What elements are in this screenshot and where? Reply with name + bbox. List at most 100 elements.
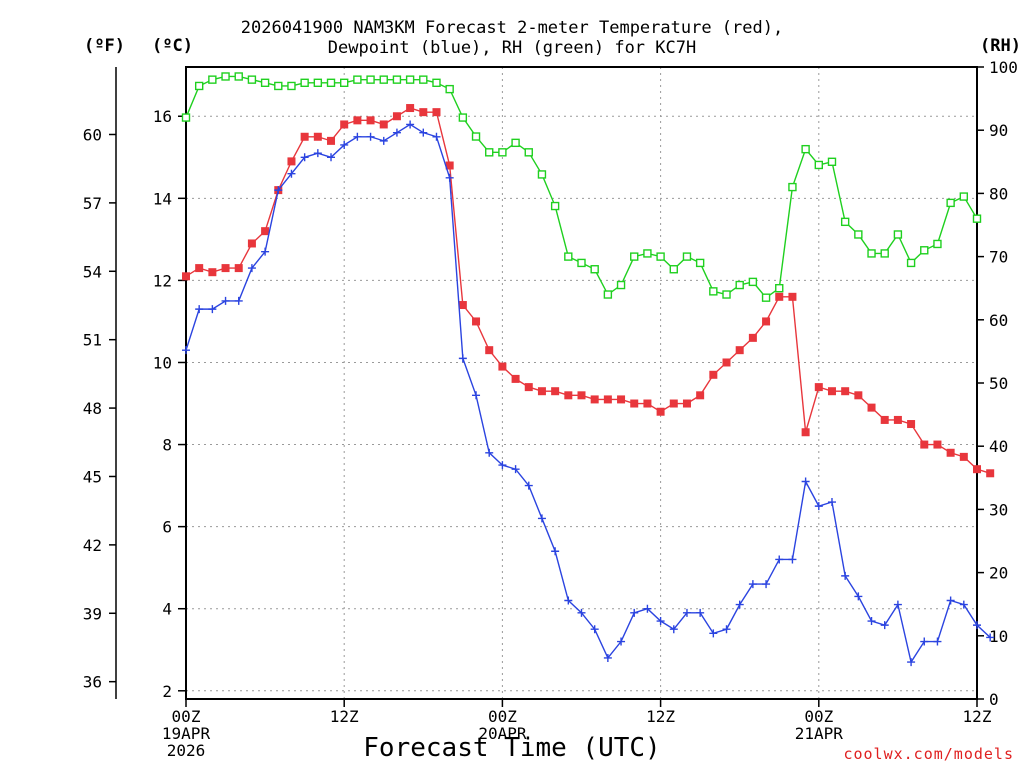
data-point xyxy=(182,346,190,355)
data-point xyxy=(208,75,217,84)
rh-tick-label: 0 xyxy=(989,690,999,709)
data-point xyxy=(537,170,547,179)
data-point xyxy=(827,387,836,396)
data-point xyxy=(695,258,705,268)
fahrenheit-tick-label: 42 xyxy=(83,536,102,555)
series-line xyxy=(185,123,991,664)
x-tick-label: 19APR xyxy=(162,724,211,743)
grid-lines xyxy=(186,67,977,699)
data-point xyxy=(524,481,533,490)
data-point xyxy=(208,268,217,277)
data-point xyxy=(432,108,441,117)
data-point xyxy=(788,292,797,301)
data-point xyxy=(432,132,441,141)
data-point xyxy=(300,132,309,141)
data-point xyxy=(550,201,560,211)
fahrenheit-tick-label: 48 xyxy=(83,399,102,418)
data-point xyxy=(181,113,191,122)
data-point xyxy=(893,230,903,239)
data-point xyxy=(392,128,401,137)
data-point xyxy=(972,214,982,223)
data-point xyxy=(867,249,876,258)
data-point xyxy=(630,399,639,408)
data-point xyxy=(788,555,797,564)
rh-tick-label: 60 xyxy=(989,311,1008,330)
data-point xyxy=(419,108,428,117)
data-point xyxy=(907,420,916,429)
data-point xyxy=(656,252,665,261)
data-point xyxy=(353,132,362,141)
data-point xyxy=(841,571,850,580)
data-point xyxy=(748,333,757,342)
celsius-tick-label: 12 xyxy=(153,271,172,290)
data-point xyxy=(274,186,283,195)
celsius-unit-label: (ºC) xyxy=(152,36,193,56)
data-point xyxy=(893,415,902,424)
data-point xyxy=(537,387,546,396)
data-point xyxy=(669,625,678,634)
data-point xyxy=(854,592,863,601)
data-point xyxy=(577,608,586,617)
celsius-tick-label: 16 xyxy=(153,107,172,126)
data-point xyxy=(946,448,955,457)
data-point xyxy=(379,120,388,129)
data-point xyxy=(920,246,929,255)
data-point xyxy=(432,78,441,88)
data-point xyxy=(682,399,691,408)
data-point xyxy=(827,157,837,167)
data-point xyxy=(617,395,626,404)
data-point xyxy=(577,258,586,268)
data-point xyxy=(840,217,850,227)
data-point xyxy=(656,407,665,416)
celsius-tick-label: 14 xyxy=(153,189,172,208)
data-point xyxy=(471,132,481,141)
data-point xyxy=(406,120,415,129)
data-point xyxy=(933,440,942,449)
data-point xyxy=(247,264,256,273)
rh-unit-label: (RH) xyxy=(980,36,1021,56)
data-point xyxy=(379,136,388,145)
data-point xyxy=(973,465,981,474)
data-point xyxy=(511,465,520,474)
data-point xyxy=(709,629,718,638)
fahrenheit-tick-label: 39 xyxy=(83,604,102,623)
data-point xyxy=(313,149,322,158)
rh-tick-label: 20 xyxy=(989,564,1008,583)
data-point xyxy=(854,230,863,239)
data-point xyxy=(261,247,270,256)
data-point xyxy=(682,608,691,617)
data-point xyxy=(524,383,533,392)
data-point xyxy=(709,287,718,296)
data-point xyxy=(907,658,916,667)
data-point xyxy=(775,292,784,301)
data-point xyxy=(340,120,349,129)
x-tick-label: 00Z xyxy=(804,707,833,726)
rh-tick-label: 90 xyxy=(989,121,1008,140)
data-point xyxy=(986,633,995,642)
data-point xyxy=(814,383,823,392)
data-point xyxy=(195,305,204,314)
data-point xyxy=(327,136,336,145)
data-point xyxy=(419,75,428,84)
data-point xyxy=(458,301,467,310)
celsius-tick-label: 4 xyxy=(162,600,172,619)
data-point xyxy=(234,296,243,305)
data-point xyxy=(247,75,257,84)
data-point xyxy=(445,161,454,170)
data-point xyxy=(590,395,599,404)
data-point xyxy=(841,387,850,396)
data-point xyxy=(524,148,533,157)
data-point xyxy=(788,182,797,192)
data-point xyxy=(564,391,573,400)
fahrenheit-tick-label: 36 xyxy=(83,673,102,692)
plot-frame xyxy=(185,66,978,700)
data-point xyxy=(959,452,968,461)
data-point xyxy=(419,128,428,137)
data-point xyxy=(564,252,573,261)
data-point xyxy=(880,621,889,630)
data-point xyxy=(287,81,296,91)
data-point xyxy=(617,637,626,646)
x-tick-label: 00Z xyxy=(172,707,201,726)
x-tick-label: 12Z xyxy=(646,707,675,726)
